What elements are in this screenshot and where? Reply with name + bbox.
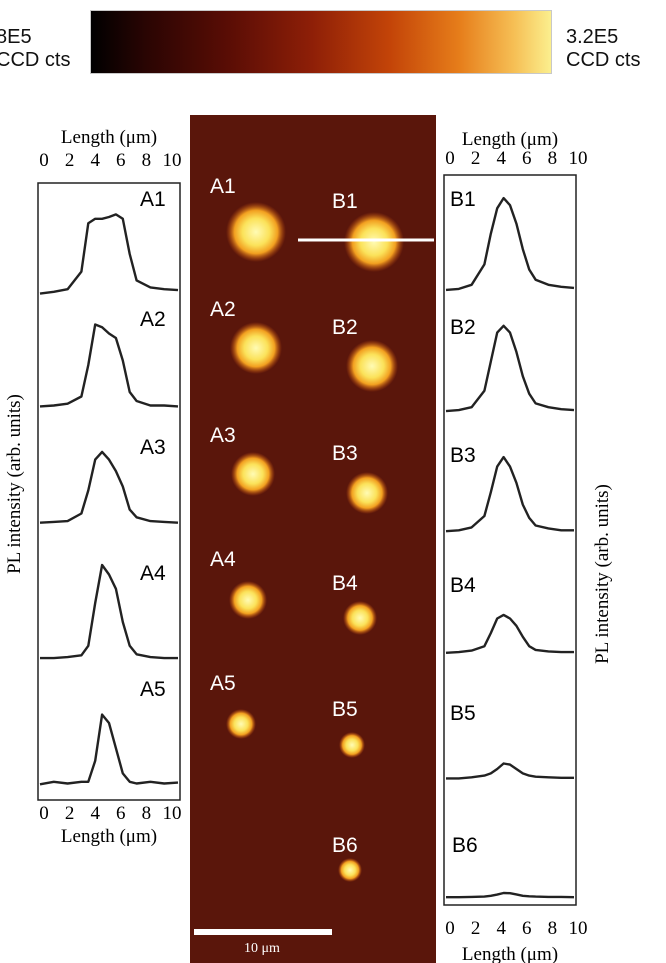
emission-spot xyxy=(226,202,286,262)
right-top-xlabel: Length (μm) xyxy=(462,129,558,150)
left-bottom-xlabel: Length (μm) xyxy=(61,826,157,847)
tick-label: 6 xyxy=(116,803,126,824)
emission-spot xyxy=(338,858,362,882)
profile-label: A2 xyxy=(140,308,166,331)
tick-label: 10 xyxy=(569,918,588,939)
profile-curve xyxy=(445,455,574,533)
tick-label: 0 xyxy=(39,150,49,171)
profile-curve xyxy=(446,891,575,899)
profile-curve xyxy=(445,324,575,413)
profile-label: B2 xyxy=(450,316,476,339)
left-top-xlabel: Length (μm) xyxy=(61,127,157,148)
right-profile-panel: 0 2 4 6 8 10 0 2 4 6 8 10 Length (μm) Length (μm) … xyxy=(443,129,613,963)
spot-label-b: B5 xyxy=(332,698,358,721)
tick-label: 4 xyxy=(496,148,506,169)
spot-label-a: A3 xyxy=(210,424,236,447)
pl-image: A1 A2 A3 A4 A5 B1 B2 B3 B4 B5 B6 10 μm xyxy=(190,115,436,963)
emission-spots xyxy=(226,202,404,882)
colorbar-max-label: 3.2E5 CCD cts xyxy=(566,26,640,72)
spot-label-b: B3 xyxy=(332,442,358,465)
spot-label-a: A2 xyxy=(210,298,236,321)
left-ylabel: PL intensity (arb. units) xyxy=(4,394,25,574)
scale-bar-label: 10 μm xyxy=(244,941,280,956)
right-panel-frame xyxy=(443,174,577,906)
emission-spot xyxy=(226,709,256,739)
profile-label: A5 xyxy=(140,678,166,701)
spot-label-a: A4 xyxy=(210,548,236,571)
tick-label: 0 xyxy=(39,803,49,824)
tick-label: 6 xyxy=(116,150,126,171)
emission-spot xyxy=(343,601,377,635)
spot-label-b: B6 xyxy=(332,834,358,857)
tick-label: 10 xyxy=(163,803,182,824)
profile-curve xyxy=(39,213,179,295)
colorbar-max-unit: CCD cts xyxy=(566,49,641,71)
emission-spot xyxy=(346,472,388,514)
colorbar-max-value: 3.2E5 xyxy=(566,26,619,48)
emission-spot xyxy=(229,581,267,619)
profile-curve xyxy=(445,613,574,654)
tick-label: 4 xyxy=(90,150,100,171)
spot-label-a: A5 xyxy=(210,672,236,695)
profile-curve xyxy=(40,563,178,660)
profile-curve xyxy=(39,323,179,408)
tick-label: 6 xyxy=(522,148,532,169)
left-profile-panel: 0 2 4 6 8 10 0 2 4 6 8 10 Length (μm) Length (μm) … xyxy=(4,127,182,847)
right-top-ticks: 0 2 4 6 8 10 xyxy=(445,148,587,169)
tick-label: 8 xyxy=(142,150,152,171)
tick-label: 4 xyxy=(496,918,506,939)
profile-label: A1 xyxy=(140,188,166,211)
tick-label: 2 xyxy=(471,918,481,939)
spot-labels: A1 A2 A3 A4 A5 B1 B2 B3 B4 B5 B6 xyxy=(210,175,358,857)
colorbar xyxy=(90,10,552,74)
right-ylabel: PL intensity (arb. units) xyxy=(592,484,613,664)
colorbar-min-label: 8E5 CCD cts xyxy=(0,26,70,72)
profile-label: A3 xyxy=(140,436,166,459)
spot-label-b: B2 xyxy=(332,316,358,339)
emission-spot xyxy=(344,212,404,272)
spot-label-a: A1 xyxy=(210,175,236,198)
tick-label: 4 xyxy=(90,803,100,824)
profile-label: B3 xyxy=(450,444,476,467)
tick-label: 0 xyxy=(445,918,455,939)
profile-label: A4 xyxy=(140,562,166,585)
tick-label: 0 xyxy=(445,148,455,169)
tick-label: 8 xyxy=(142,803,152,824)
profile-curve xyxy=(446,762,574,780)
tick-label: 10 xyxy=(569,148,588,169)
right-bottom-ticks: 0 2 4 6 8 10 xyxy=(445,918,587,939)
spot-label-b: B1 xyxy=(332,190,358,213)
profile-label: B4 xyxy=(450,574,476,597)
profile-label: B6 xyxy=(452,834,478,857)
emission-spot xyxy=(230,322,282,374)
profile-curve xyxy=(39,713,179,786)
emission-spot xyxy=(339,732,365,758)
tick-label: 10 xyxy=(163,150,182,171)
left-curves: A1 A2 A3 A4 A5 xyxy=(39,188,179,786)
left-top-ticks: 0 2 4 6 8 10 xyxy=(39,150,181,171)
left-bottom-ticks: 0 2 4 6 8 10 xyxy=(39,803,181,824)
colorbar-min-unit: CCD cts xyxy=(0,49,71,71)
profile-label: B1 xyxy=(450,188,476,211)
emission-spot xyxy=(231,452,275,496)
emission-spot xyxy=(346,340,398,392)
left-panel-frame xyxy=(37,182,181,801)
tick-label: 2 xyxy=(471,148,481,169)
tick-label: 8 xyxy=(548,148,558,169)
profile-curve xyxy=(445,196,575,292)
tick-label: 8 xyxy=(548,918,558,939)
tick-label: 6 xyxy=(522,918,532,939)
profile-curve xyxy=(39,450,179,524)
right-bottom-xlabel: Length (μm) xyxy=(462,944,558,963)
right-curves: B1 B2 B3 B4 B5 B6 xyxy=(445,188,575,899)
spot-label-b: B4 xyxy=(332,572,358,595)
tick-label: 2 xyxy=(65,150,75,171)
tick-label: 2 xyxy=(65,803,75,824)
profile-label: B5 xyxy=(450,702,476,725)
colorbar-min-value: 8E5 xyxy=(0,26,32,48)
